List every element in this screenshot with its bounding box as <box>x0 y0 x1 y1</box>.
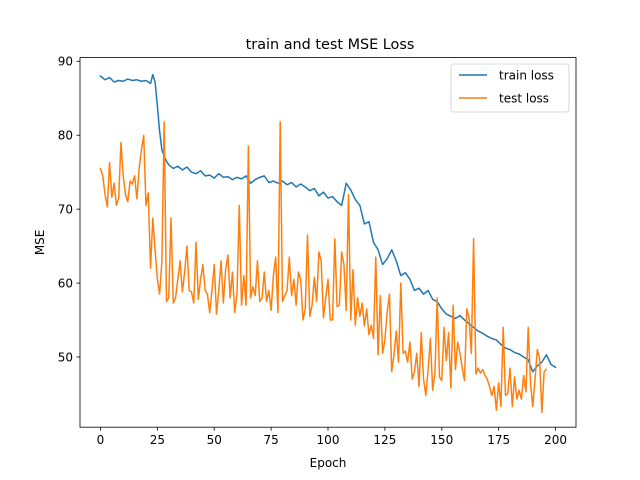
y-axis-label: MSE <box>33 230 47 256</box>
y-tick-label: 50 <box>58 350 73 364</box>
legend-frame <box>450 63 570 113</box>
x-tick-label: 0 <box>97 433 105 447</box>
x-tick-label: 125 <box>373 433 396 447</box>
chart-title: train and test MSE Loss <box>246 37 415 53</box>
legend-label-test-loss: test loss <box>499 92 549 106</box>
y-tick-label: 90 <box>58 55 73 69</box>
series-line-test-loss <box>99 121 548 414</box>
legend: train loss test loss <box>450 63 570 113</box>
x-tick-label: 150 <box>430 433 453 447</box>
y-tick-label: 70 <box>58 202 73 216</box>
x-tick-label: 75 <box>263 433 278 447</box>
series-layer <box>99 73 557 414</box>
x-axis: 0 25 50 75 100 125 150 175 200 <box>97 427 567 447</box>
y-tick-label: 60 <box>58 276 73 290</box>
x-tick-label: 175 <box>487 433 510 447</box>
x-tick-label: 100 <box>317 433 340 447</box>
legend-label-train-loss: train loss <box>499 69 554 83</box>
x-axis-label: Epoch <box>310 456 347 470</box>
x-tick-label: 200 <box>544 433 567 447</box>
x-tick-label: 25 <box>150 433 165 447</box>
x-tick-label: 50 <box>207 433 222 447</box>
y-axis: 50 60 70 80 90 <box>58 55 80 364</box>
y-tick-label: 80 <box>58 129 73 143</box>
